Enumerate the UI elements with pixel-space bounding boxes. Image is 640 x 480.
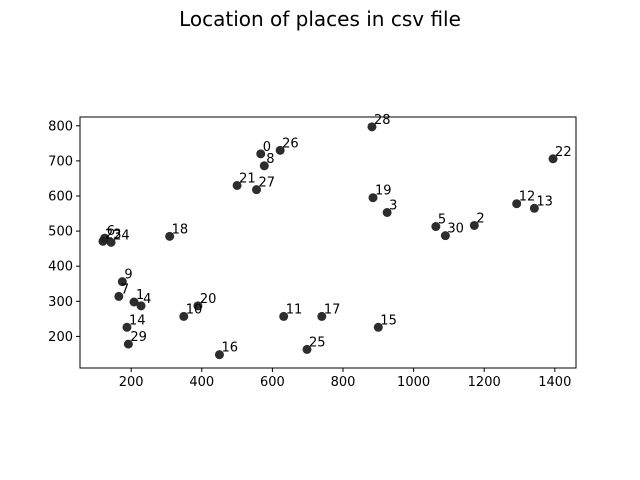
x-tick-label: 1000	[397, 375, 430, 390]
point-label: 6	[107, 224, 115, 239]
data-point	[382, 207, 392, 217]
y-tick-label: 600	[48, 189, 73, 204]
point-label: 24	[113, 228, 130, 243]
data-point	[259, 161, 269, 171]
point-label: 14	[129, 313, 146, 328]
data-point	[193, 301, 203, 311]
point-label: 27	[259, 176, 276, 191]
data-point	[548, 154, 558, 164]
data-point	[214, 350, 224, 360]
point-label: 17	[324, 302, 341, 317]
y-tick-label: 200	[48, 330, 73, 345]
point-label: 29	[130, 330, 147, 345]
data-point	[529, 203, 539, 213]
y-tick-label: 800	[48, 119, 73, 134]
point-label: 2	[476, 211, 484, 226]
point-label: 9	[124, 268, 132, 283]
data-point	[373, 322, 383, 332]
x-tick-label: 600	[260, 375, 285, 390]
data-point	[275, 145, 285, 155]
data-point	[431, 222, 441, 232]
data-point	[114, 291, 124, 301]
point-label: 1	[136, 288, 144, 303]
x-tick-label: 200	[119, 375, 144, 390]
y-tick-label: 300	[48, 295, 73, 310]
data-point	[123, 339, 133, 349]
point-label: 12	[519, 190, 536, 205]
data-point	[252, 185, 262, 195]
data-point	[179, 311, 189, 321]
data-point	[117, 277, 127, 287]
point-label: 20	[200, 292, 217, 307]
data-point	[279, 311, 289, 321]
point-label: 28	[374, 113, 391, 128]
x-axis: 200 400 600 800 1000 1200 1400	[119, 368, 571, 390]
point-label: 22	[555, 145, 572, 160]
data-point	[129, 297, 139, 307]
data-point	[512, 199, 522, 209]
data-point	[232, 180, 242, 190]
data-point	[368, 193, 378, 203]
y-tick-label: 400	[48, 260, 73, 275]
point-label: 5	[438, 213, 446, 228]
point-label: 23	[105, 227, 122, 242]
data-point	[136, 301, 146, 311]
data-point	[367, 122, 377, 132]
point-label: 11	[286, 302, 303, 317]
plot-area	[79, 116, 577, 369]
point-label: 8	[266, 152, 274, 167]
data-point	[469, 220, 479, 230]
y-axis: 200 300 400 500 600 700 800	[48, 119, 80, 345]
x-tick-label: 1400	[538, 375, 571, 390]
y-tick-label: 700	[48, 154, 73, 169]
data-point	[122, 322, 132, 332]
data-point	[106, 237, 116, 247]
point-label: 25	[309, 335, 326, 350]
point-label: 21	[239, 171, 256, 186]
data-point	[98, 236, 108, 246]
point-label: 18	[172, 222, 189, 237]
data-point	[440, 231, 450, 241]
point-label: 13	[536, 194, 553, 209]
point-label: 4	[143, 292, 151, 307]
point-label: 3	[389, 198, 397, 213]
data-point	[165, 231, 175, 241]
point-label: 15	[380, 313, 397, 328]
point-label: 10	[186, 302, 203, 317]
point-label: 19	[375, 184, 392, 199]
x-tick-label: 800	[331, 375, 356, 390]
point-label: 0	[263, 140, 271, 155]
point-label: 26	[282, 136, 299, 151]
data-point	[317, 311, 327, 321]
data-points	[98, 122, 558, 360]
point-label: 30	[447, 222, 464, 237]
point-label: 7	[121, 282, 129, 297]
x-tick-label: 1200	[468, 375, 501, 390]
data-point	[256, 149, 266, 159]
y-tick-label: 500	[48, 225, 73, 240]
point-label: 16	[221, 341, 238, 356]
chart-title: Location of places in csv file	[179, 7, 461, 31]
x-tick-label: 400	[189, 375, 214, 390]
data-point	[302, 344, 312, 354]
